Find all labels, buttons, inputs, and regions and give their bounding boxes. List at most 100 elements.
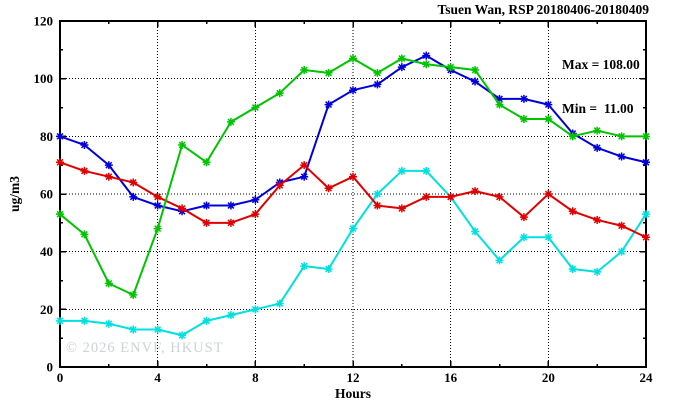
point-red-4 xyxy=(153,192,162,201)
point-blue-18 xyxy=(495,94,504,103)
point-cyan-10 xyxy=(300,262,309,271)
point-red-14 xyxy=(397,204,406,213)
point-red-7 xyxy=(226,218,235,227)
point-green-0 xyxy=(56,210,64,219)
point-blue-12 xyxy=(349,86,357,95)
y-tick-label-40: 40 xyxy=(40,244,53,259)
point-cyan-18 xyxy=(495,256,504,265)
y-axis-label: ug/m3 xyxy=(7,176,22,213)
point-blue-24 xyxy=(642,158,650,167)
y-tick-label-20: 20 xyxy=(40,302,53,317)
point-blue-1 xyxy=(80,140,89,149)
point-red-6 xyxy=(202,218,211,227)
point-red-9 xyxy=(275,181,284,190)
point-cyan-24 xyxy=(642,210,650,219)
point-green-15 xyxy=(422,60,431,69)
point-red-17 xyxy=(471,187,480,196)
point-red-15 xyxy=(422,192,431,201)
point-green-4 xyxy=(153,224,162,233)
point-green-2 xyxy=(104,279,113,288)
point-red-22 xyxy=(593,215,602,224)
point-red-2 xyxy=(104,172,113,181)
point-blue-23 xyxy=(617,152,626,161)
point-red-18 xyxy=(495,192,504,201)
x-tick-label-8: 8 xyxy=(252,370,259,385)
point-red-23 xyxy=(617,221,626,230)
point-cyan-20 xyxy=(544,233,553,242)
point-blue-19 xyxy=(519,94,528,103)
point-green-21 xyxy=(568,132,577,141)
point-blue-0 xyxy=(56,132,64,141)
point-cyan-17 xyxy=(471,227,480,236)
point-red-12 xyxy=(349,172,357,181)
point-cyan-5 xyxy=(178,331,187,340)
point-cyan-12 xyxy=(349,224,357,233)
point-blue-22 xyxy=(593,143,602,152)
point-red-0 xyxy=(56,158,64,167)
point-blue-14 xyxy=(397,63,406,72)
point-blue-17 xyxy=(471,77,480,86)
point-cyan-8 xyxy=(251,305,260,314)
point-cyan-6 xyxy=(202,316,211,325)
y-tick-label-0: 0 xyxy=(47,360,54,375)
point-cyan-14 xyxy=(397,166,406,175)
legend-min-value: Min = 11.00 xyxy=(562,100,634,116)
point-green-5 xyxy=(178,140,187,149)
point-blue-8 xyxy=(251,195,260,204)
point-green-14 xyxy=(397,54,406,63)
y-tick-label-60: 60 xyxy=(40,187,53,202)
point-green-10 xyxy=(300,66,309,75)
point-red-1 xyxy=(80,166,89,175)
point-cyan-13 xyxy=(373,190,382,198)
point-cyan-3 xyxy=(129,325,138,334)
point-cyan-7 xyxy=(226,311,235,320)
point-cyan-1 xyxy=(80,316,89,325)
x-tick-label-24: 24 xyxy=(640,370,654,385)
point-red-11 xyxy=(324,184,333,193)
point-green-3 xyxy=(129,290,138,299)
point-red-13 xyxy=(373,201,382,210)
point-cyan-15 xyxy=(422,166,431,175)
point-green-18 xyxy=(495,100,504,109)
point-blue-6 xyxy=(202,201,211,210)
point-red-21 xyxy=(568,207,577,216)
y-tick-label-100: 100 xyxy=(34,71,54,86)
point-blue-10 xyxy=(300,172,309,181)
x-tick-label-12: 12 xyxy=(347,370,360,385)
point-green-19 xyxy=(519,115,528,124)
x-axis-label: Hours xyxy=(334,386,371,401)
point-green-1 xyxy=(80,230,89,239)
point-red-8 xyxy=(251,210,260,219)
point-red-24 xyxy=(642,233,650,242)
point-red-5 xyxy=(178,204,187,213)
watermark: © 2026 ENVF, HKUST xyxy=(66,340,224,356)
point-red-20 xyxy=(544,190,553,198)
y-tick-label-120: 120 xyxy=(34,14,54,29)
chart-title: Tsuen Wan, RSP 20180406-20180409 xyxy=(437,2,649,17)
point-red-3 xyxy=(129,178,138,187)
point-blue-11 xyxy=(324,100,333,109)
point-green-16 xyxy=(446,63,455,72)
point-green-20 xyxy=(544,115,553,124)
legend-max-value: Max = 108.00 xyxy=(562,57,640,72)
point-green-12 xyxy=(349,54,357,63)
point-blue-3 xyxy=(129,192,138,201)
y-tick-label-80: 80 xyxy=(40,129,53,144)
point-cyan-19 xyxy=(519,233,528,242)
x-tick-label-4: 4 xyxy=(154,370,161,385)
x-tick-label-0: 0 xyxy=(57,370,64,385)
point-red-16 xyxy=(446,192,455,201)
point-red-10 xyxy=(300,161,309,170)
point-green-13 xyxy=(373,68,382,77)
point-green-9 xyxy=(275,89,284,98)
point-green-24 xyxy=(642,132,650,141)
point-cyan-0 xyxy=(56,316,64,325)
point-green-7 xyxy=(226,117,235,126)
point-blue-7 xyxy=(226,201,235,210)
point-green-23 xyxy=(617,132,626,141)
point-cyan-22 xyxy=(593,267,602,276)
point-cyan-23 xyxy=(617,247,626,256)
point-green-6 xyxy=(202,158,211,167)
point-green-11 xyxy=(324,68,333,77)
